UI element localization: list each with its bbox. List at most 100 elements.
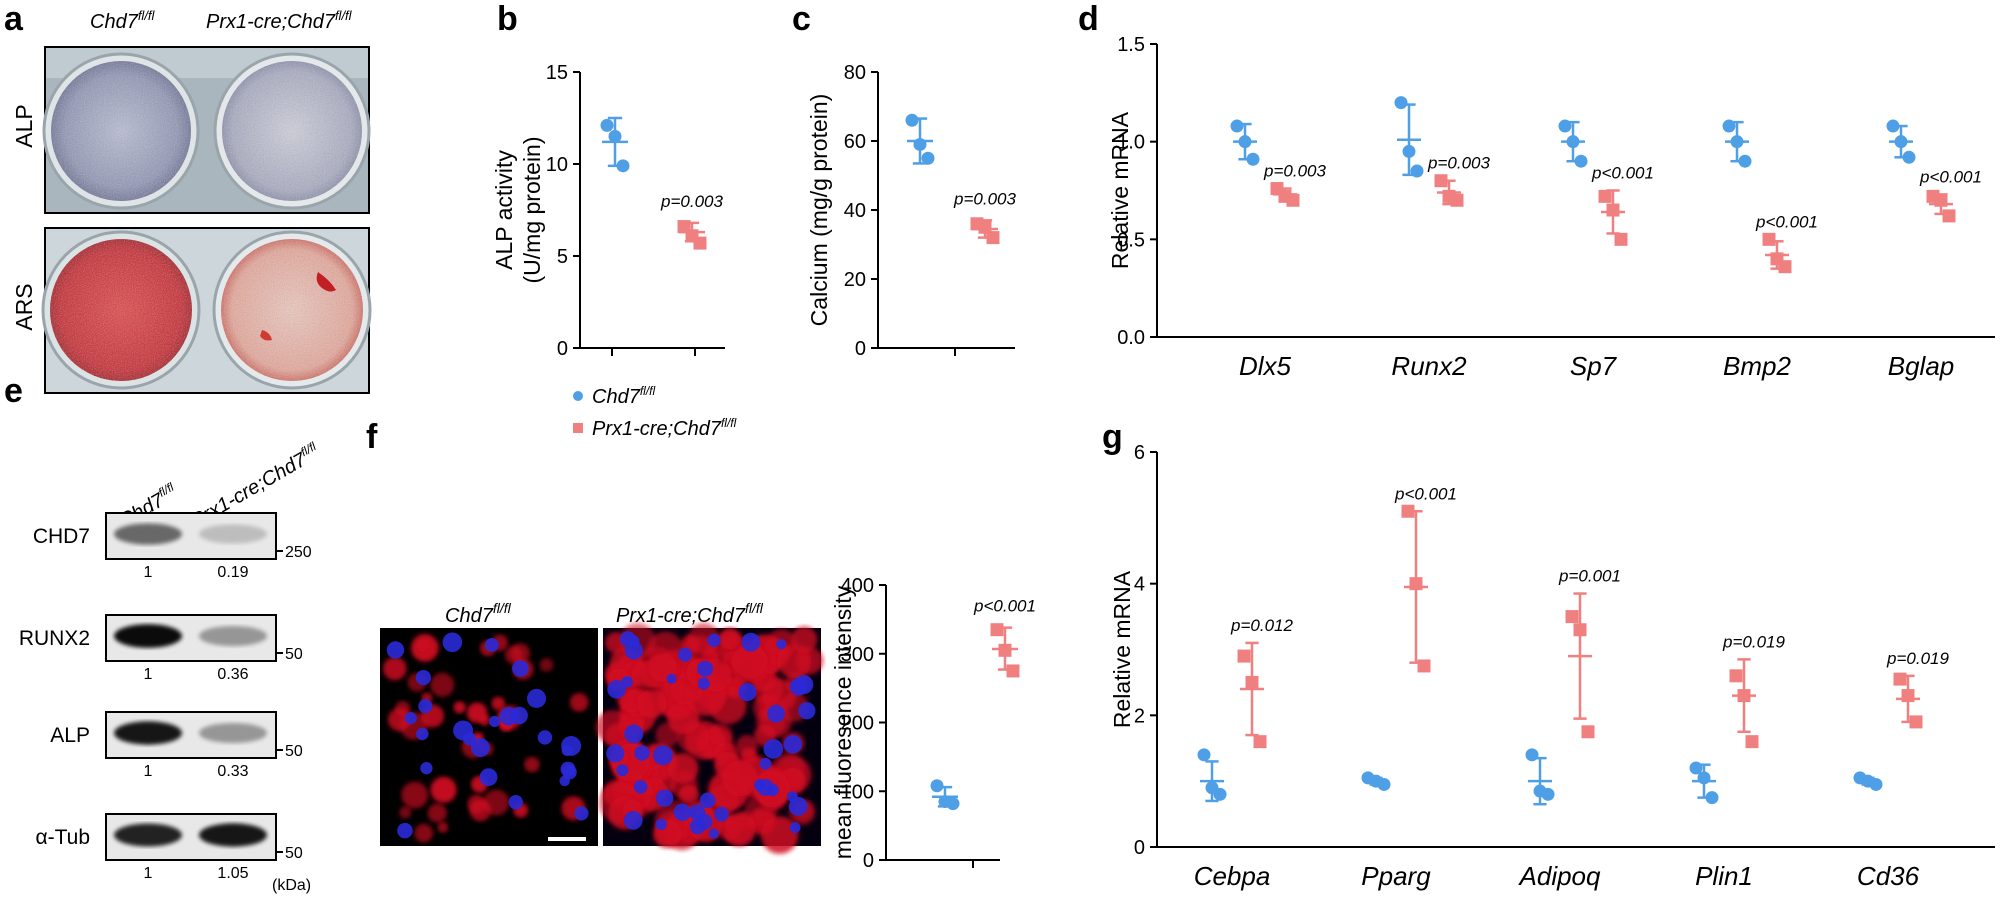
data-point [616, 159, 630, 173]
data-point [1565, 610, 1579, 624]
ars-row-label: ARS [11, 283, 37, 330]
y-tick-label: 0.5 [1117, 229, 1145, 251]
y-tick-label: 0.0 [1117, 327, 1145, 349]
cell-nucleus [689, 818, 706, 835]
fluorescence-image-control [380, 628, 598, 846]
cell-nucleus [607, 679, 626, 699]
panel-f-images: Chd7fl/fl Prx1-cre;Chd7fl/fl [380, 600, 824, 854]
p-value: p=0.003 [660, 192, 723, 211]
blot-quantification: 0.33 [217, 763, 248, 780]
blot-quantification: 1.05 [217, 865, 248, 882]
cell-nucleus [606, 744, 625, 763]
data-point [1574, 154, 1588, 168]
cell-nucleus [787, 791, 798, 802]
y-tick-label: 60 [844, 131, 866, 153]
data-point [1246, 152, 1260, 166]
cell-nucleus [621, 676, 633, 688]
cell-nucleus [479, 768, 498, 787]
y-tick-label: 300 [841, 644, 874, 666]
data-point [1286, 193, 1300, 207]
blot-quantification: 0.36 [217, 666, 248, 683]
fluorescence-image-mutant [595, 622, 824, 854]
blot-row-label: ALP [50, 724, 90, 747]
cell-nucleus [655, 818, 667, 831]
blot-row-label: α-Tub [35, 826, 90, 849]
category-label: Sp7 [1570, 351, 1618, 381]
category-label: Cebpa [1194, 861, 1271, 891]
cell-nucleus [678, 647, 693, 662]
panel-a: Chd7fl/fl Prx1-cre;Chd7fl/fl ALP ARS [11, 8, 372, 394]
cell-cytoplasm [736, 734, 758, 757]
cell-nucleus [697, 660, 714, 677]
cell-nucleus [763, 739, 784, 759]
blot-band [199, 722, 267, 744]
cell-nucleus [753, 778, 767, 792]
cell-nucleus [624, 724, 644, 744]
cell-nucleus [783, 735, 803, 754]
cell-nucleus [624, 641, 644, 660]
data-point [1745, 735, 1759, 749]
y-tick-label: 0 [1134, 837, 1145, 859]
category-label: Cd36 [1857, 861, 1920, 891]
cell-nucleus [699, 792, 716, 809]
data-point [600, 118, 614, 132]
data-point [1581, 725, 1595, 739]
blot-quantification: 0.19 [217, 564, 248, 581]
data-point [1705, 791, 1719, 805]
cell-cytoplasm [539, 658, 554, 672]
cell-nucleus [798, 702, 816, 720]
category-label: Pparg [1361, 861, 1431, 891]
y-tick-label: 5 [557, 246, 568, 268]
alp-row-label: ALP [11, 104, 37, 147]
cell-cytoplasm [383, 656, 407, 681]
data-point [905, 113, 919, 127]
fluor-label-control: Chd7fl/fl [445, 600, 512, 627]
cell-nucleus [789, 822, 801, 834]
cell-nucleus [404, 712, 417, 725]
cell-cytoplasm [414, 823, 434, 843]
y-tick-label: 100 [841, 781, 874, 803]
blot-unit-label: (kDa) [272, 877, 311, 894]
cell-nucleus [634, 745, 650, 761]
cell-nucleus [623, 811, 643, 830]
data-point [986, 231, 1000, 245]
panel-label-f: f [366, 418, 378, 456]
data-point [1738, 154, 1752, 168]
cell-nucleus [767, 704, 785, 723]
data-point [1886, 119, 1900, 133]
panel-label-e: e [4, 372, 23, 410]
cell-nucleus [707, 633, 721, 648]
data-point [1902, 150, 1916, 164]
cell-nucleus [470, 738, 490, 758]
data-point [1729, 669, 1743, 683]
data-point [1197, 748, 1211, 762]
category-label: Adipoq [1518, 861, 1601, 891]
data-point [921, 151, 935, 165]
data-point [1778, 260, 1792, 274]
cell-nucleus [559, 775, 570, 787]
y-tick-label: 1.5 [1117, 34, 1145, 56]
data-point [1909, 715, 1923, 729]
cell-cytoplasm [491, 696, 506, 711]
genotype-control-label: Chd7fl/fl [90, 8, 156, 33]
genotype-mutant-label: Prx1-cre;Chd7fl/fl [206, 8, 353, 33]
cell-cytoplasm [401, 781, 429, 809]
cell-nucleus [708, 828, 719, 839]
data-point [1230, 119, 1244, 133]
blot-row-label: CHD7 [33, 525, 90, 548]
y-axis-label: Relative mRNA [1109, 570, 1135, 728]
data-point [1525, 748, 1539, 762]
y-tick-label: 80 [844, 62, 866, 84]
y-tick-label: 200 [841, 713, 874, 735]
panel-label-d: d [1078, 0, 1099, 38]
chart-calcium: 0 20 40 60 80 Calcium (mg/g protein) p=0.003 [806, 62, 1017, 360]
cell-cytoplasm [504, 646, 523, 665]
cell-nucleus [741, 632, 761, 652]
p-value: p=0.012 [1230, 616, 1293, 635]
blot-quantification: 1 [144, 666, 153, 683]
cell-cytoplasm [427, 803, 447, 823]
y-tick-label: 0 [855, 338, 866, 360]
cell-nucleus [488, 715, 501, 728]
